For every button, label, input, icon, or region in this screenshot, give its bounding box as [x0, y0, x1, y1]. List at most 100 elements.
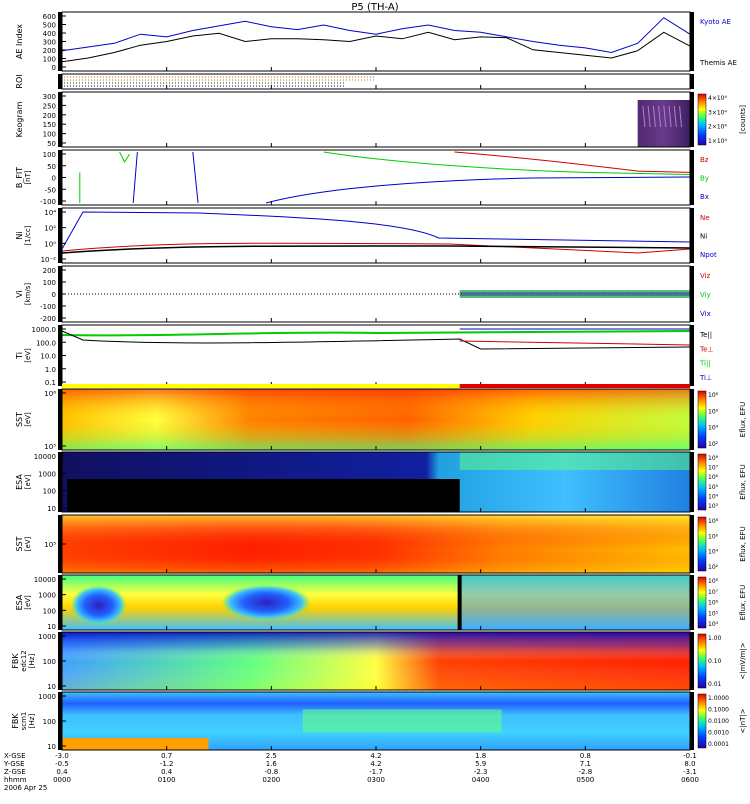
ephemeris-value: 1.6	[266, 760, 278, 768]
series-line-themis-ae	[61, 31, 691, 63]
legend-entry: Bz	[700, 156, 709, 164]
colorbar-label: <|mV/m|>	[739, 642, 747, 679]
y-axis-units: [nT]	[24, 170, 32, 184]
ephemeris-value: 0300	[367, 776, 385, 784]
colorbar	[697, 633, 707, 689]
colorbar-label: Eflux, EFU	[739, 526, 747, 561]
y-tick-label: 600	[43, 13, 56, 21]
colorbar-tick-label: 10⁶	[708, 533, 719, 540]
y-axis-units: [km/s]	[24, 283, 32, 306]
colorbar-tick-label: 10²	[708, 441, 719, 448]
panel-roi: ROI	[15, 73, 694, 90]
legend-entry: Bx	[700, 193, 709, 201]
colorbar-tick-label: 4×10⁴	[708, 95, 727, 102]
y-tick-label: 150	[43, 121, 56, 129]
y-tick-label: -200	[40, 315, 56, 323]
colorbar-tick-label: 10⁴	[708, 549, 719, 556]
panel-left-bar	[58, 515, 62, 573]
panel-background	[62, 74, 690, 89]
ephemeris-value: -0.1	[683, 752, 697, 760]
panel-background	[62, 12, 690, 71]
panel-t: Ti [eV] 1000.0 100.0 10.0 1.0 0.1 Te|| Te⊥ Ti|| Ti…	[15, 324, 714, 387]
y-tick-label: 10000	[34, 453, 56, 461]
panel-sst-ions: SST [eV] 10⁶ 10⁵ 10⁸ 10⁶ 10⁴ 10² Eflux, EFU	[15, 384, 747, 451]
y-axis-label: SST [eV]	[15, 412, 32, 427]
y-axis-label: Ti [eV]	[15, 348, 32, 363]
panel-left-bar	[58, 12, 62, 71]
y-axis-units: [eV]	[24, 595, 32, 610]
legend-entry: Viy	[700, 291, 711, 299]
panel-right-bar	[690, 266, 694, 322]
y-tick-label: 1000	[38, 592, 56, 600]
panel-esa-ions: ESA [eV] 10000 1000 100 10 10⁸ 10⁷ 10⁶ 10⁵ 10⁴ 10³ E…	[15, 451, 747, 513]
ephemeris-row-label: hhmm	[4, 776, 27, 784]
y-tick-label: 10	[47, 505, 56, 513]
y-tick-label: -100	[40, 303, 56, 311]
colorbar-tick-label: 0.0010	[708, 730, 729, 737]
y-axis-units: [eV]	[24, 474, 32, 489]
y-tick-label: 1000	[38, 693, 56, 701]
y-tick-label: 10	[47, 623, 56, 631]
colorbar-tick-label: 10⁸	[708, 455, 719, 462]
colorbar-tick-label: 10⁶	[708, 474, 719, 481]
y-tick-label: 250	[43, 102, 56, 110]
y-tick-label: 100	[43, 718, 56, 726]
y-tick-label: 1.0	[45, 366, 56, 374]
ephemeris-value: 0600	[681, 776, 699, 784]
ephemeris-row-label: X-GSE	[4, 752, 26, 760]
spectrogram-feature	[62, 738, 209, 750]
legend-entry: Npot	[700, 251, 717, 259]
series-line-by	[323, 151, 691, 175]
y-axis-title: Vi	[15, 290, 24, 298]
y-tick-label: 50	[47, 163, 56, 171]
panel-background	[62, 92, 690, 147]
y-tick-label: 100	[43, 658, 56, 666]
panel-right-bar	[690, 12, 694, 71]
colorbar-title: [counts]	[739, 105, 747, 134]
ephemeris-value: 0.7	[161, 752, 172, 760]
colorbar	[697, 390, 707, 449]
y-axis-units: [eV]	[24, 412, 32, 427]
colorbar-tick-label: 3×10⁴	[708, 109, 727, 116]
y-axis-label: Vi [km/s]	[15, 283, 32, 306]
y-tick-label: 10⁵	[44, 541, 56, 549]
y-tick-label: 100	[43, 56, 56, 64]
colorbar	[697, 453, 707, 511]
colorbar-tick-label: 1.0000	[708, 695, 729, 702]
y-axis-units: [1/cc]	[24, 225, 32, 245]
keogram-streak	[652, 105, 656, 128]
y-axis-title: FBK	[11, 653, 20, 669]
y-axis-units: [Hz]	[28, 714, 36, 729]
keogram-streak	[642, 105, 646, 128]
y-tick-label: 10.0	[40, 353, 56, 361]
panel-left-bar	[58, 452, 62, 512]
y-axis-label: FBK scm1 [Hz]	[11, 712, 36, 731]
y-axis-title: ESA	[15, 594, 24, 610]
colorbar-tick-label: 10⁴	[708, 621, 719, 628]
ephemeris-value: 0100	[158, 776, 176, 784]
colorbar-tick-label: 10⁸	[708, 578, 719, 585]
y-axis-title: B_FIT	[15, 167, 24, 188]
y-tick-label: 200	[43, 47, 56, 55]
colorbar-tick-label: 10²	[708, 564, 719, 571]
y-axis-title: ESA	[15, 474, 24, 490]
panel-left-bar	[58, 389, 62, 450]
y-tick-label: 10⁻²	[41, 256, 57, 264]
y-tick-label: 300	[43, 39, 56, 47]
y-axis-title: Keogram	[15, 101, 24, 137]
colorbar-title: Eflux, EFU	[739, 402, 747, 437]
ephemeris-value: -2.8	[578, 768, 592, 776]
legend-entry: Kyoto AE	[700, 18, 731, 26]
series-line-ti-par	[61, 330, 691, 337]
colorbar-tick-label: 2×10⁴	[708, 124, 727, 131]
y-axis-units: [Hz]	[28, 654, 36, 669]
y-axis-title: ROI	[15, 74, 24, 88]
legend-entry: Vix	[700, 310, 711, 318]
panel-left-bar	[58, 575, 62, 630]
spectrogram-feature	[221, 584, 312, 621]
ephemeris-row-label: Y-GSE	[3, 760, 25, 768]
quality-strip-flag	[459, 384, 690, 388]
y-tick-label: 0.1	[45, 379, 56, 387]
